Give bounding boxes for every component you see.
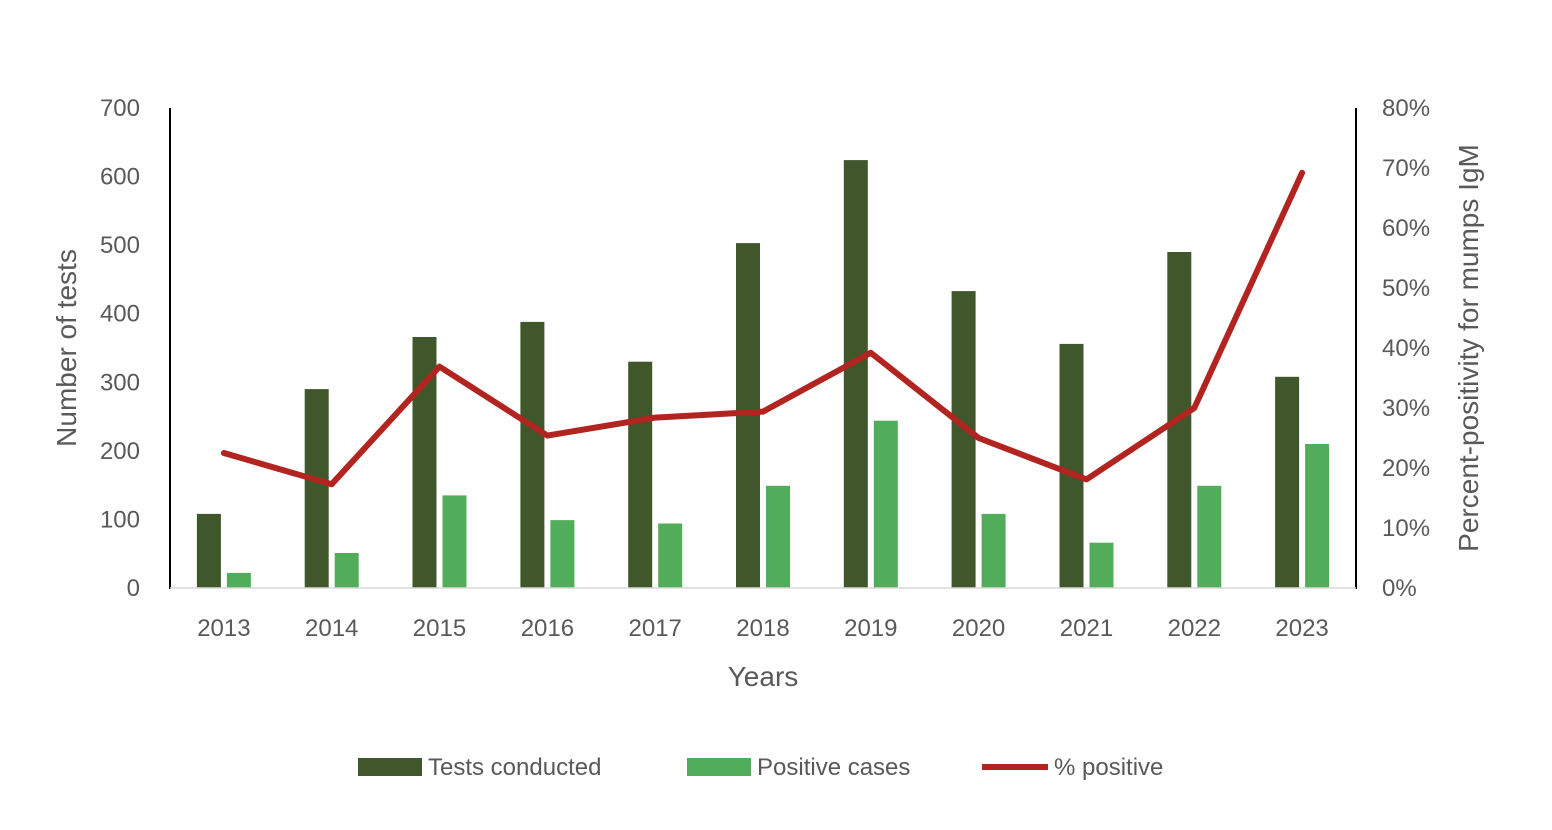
legend: Tests conducted Positive cases % positiv… [358,754,1163,781]
y2-tick-label: 50% [1382,275,1430,302]
bar-tests-conducted-2020 [951,291,976,588]
line-layer [220,169,1306,488]
y-tick-label: 200 [100,438,140,465]
line-point-2018 [762,410,764,413]
ticks-layer: 2013 2014 2015 2016 2017 2018 2019 2020 2021 2022… [100,95,1430,642]
legend-swatch-tests-conducted [358,758,422,776]
line-point-2013 [222,452,225,454]
y2-axis-title: Percent-positivity for mumps IgM [1453,144,1484,552]
x-tick-label: 2020 [952,615,1005,642]
x-tick-label: 2022 [1168,615,1221,642]
line-point-2015 [438,365,441,368]
axes-layer [169,108,1357,589]
y2-tick-label: 30% [1382,395,1430,422]
x-tick-label: 2014 [305,615,358,642]
bars-layer [196,160,1330,588]
y2-tick-label: 70% [1382,155,1430,182]
bar-positive-cases-2016 [550,520,575,588]
bar-tests-conducted-2021 [1059,343,1084,588]
y2-tick-label: 20% [1382,455,1430,482]
bar-tests-conducted-2016 [520,321,545,588]
line-point-2016 [546,434,549,437]
line-point-2014 [330,483,333,486]
x-tick-label: 2018 [736,615,789,642]
y2-tick-label: 60% [1382,215,1430,242]
x-axis-title: Years [728,661,799,692]
line-percent-positive [220,169,1306,488]
legend-label-tests-conducted: Tests conducted [428,754,601,781]
y-tick-label: 100 [100,506,140,533]
bar-positive-cases-2023 [1305,444,1330,588]
bar-positive-cases-2022 [1197,485,1222,588]
bar-tests-conducted-2013 [196,513,221,588]
x-tick-label: 2023 [1275,615,1328,642]
line-point-2021 [1085,478,1088,481]
bar-positive-cases-2015 [442,495,467,588]
y2-tick-label: 40% [1382,335,1430,362]
y-tick-label: 400 [100,301,140,328]
bar-tests-conducted-2023 [1275,376,1300,588]
bar-positive-cases-2013 [226,572,251,588]
legend-swatch-positive-cases [687,758,751,776]
y2-tick-label: 80% [1382,95,1430,122]
bar-tests-conducted-2014 [304,389,329,588]
x-tick-label: 2013 [197,615,250,642]
line-point-2023 [1301,171,1304,174]
line-point-2017 [654,416,657,419]
bar-positive-cases-2021 [1089,542,1114,588]
legend-label-percent-positive: % positive [1054,754,1163,781]
line-point-2022 [1193,407,1196,409]
y2-tick-label: 10% [1382,515,1430,542]
x-tick-label: 2019 [844,615,897,642]
bar-tests-conducted-2019 [843,160,868,588]
y-tick-label: 600 [100,164,140,191]
x-tick-label: 2017 [629,615,682,642]
y-tick-label: 500 [100,232,140,259]
x-tick-label: 2021 [1060,615,1113,642]
y-tick-label: 700 [100,95,140,122]
bar-positive-cases-2014 [334,553,359,588]
bar-positive-cases-2018 [766,485,790,588]
bar-tests-conducted-2017 [628,361,653,588]
y-tick-label: 0 [127,575,140,602]
bar-positive-cases-2020 [981,513,1006,588]
x-tick-label: 2015 [413,615,466,642]
bar-positive-cases-2017 [658,523,683,588]
y2-tick-label: 0% [1382,575,1417,602]
x-tick-label: 2016 [521,615,574,642]
line-point-2020 [977,437,980,439]
legend-label-positive-cases: Positive cases [757,754,910,781]
y-axis-title: Number of tests [51,249,82,447]
bar-positive-cases-2019 [873,420,898,588]
line-point-2019 [869,351,872,354]
y-tick-label: 300 [100,369,140,396]
